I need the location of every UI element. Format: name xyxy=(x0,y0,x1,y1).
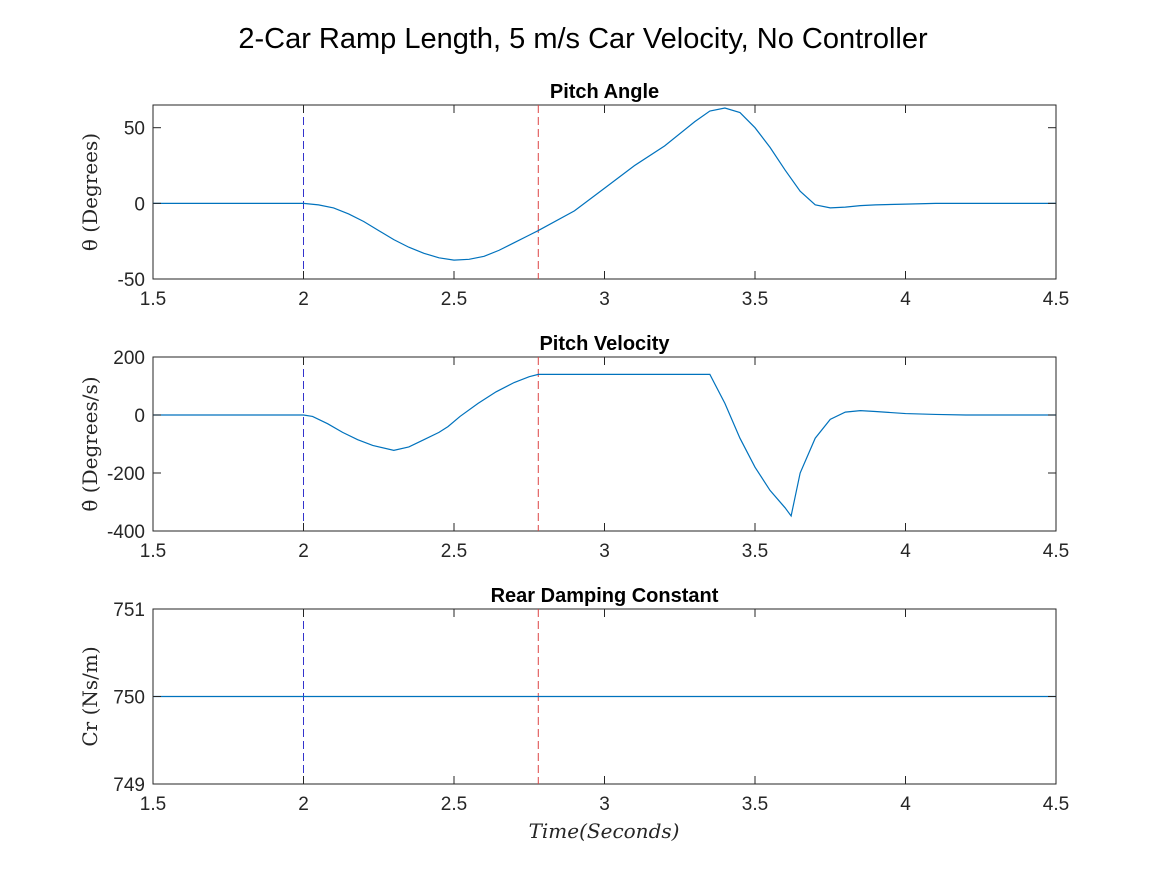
rear-damping-x-tick-label: 2.5 xyxy=(441,794,467,815)
pitch-angle-series-line xyxy=(153,107,1056,261)
pitch-angle-y-tick-label: -50 xyxy=(118,270,145,291)
pitch-angle-x-tick-label: 2 xyxy=(298,289,309,310)
x-axis-label: Time(Seconds) xyxy=(529,819,680,843)
pitch-velocity-x-tick-label: 2.5 xyxy=(441,541,467,562)
pitch-velocity-y-tick-label: 0 xyxy=(134,406,145,427)
pitch-velocity-x-tick-label: 3 xyxy=(599,541,610,562)
rear-damping-x-tick-label: 3.5 xyxy=(742,794,768,815)
pitch-angle-x-tick-label: 4 xyxy=(900,289,911,310)
pitch-velocity-axes: 1.5 2 2.5 3 3.5 4 4.5 -400 -200 0 200 Pitch Velocit… xyxy=(78,333,1069,562)
pitch-velocity-y-tick-label: -200 xyxy=(107,464,145,485)
rear-damping-y-axis-label: Cr (Ns/m) xyxy=(78,646,102,746)
pitch-angle-y-tick-label: 50 xyxy=(124,119,145,140)
rear-damping-axes: 1.5 2 2.5 3 3.5 4 4.5 749 750 751 Rear Damping Con… xyxy=(78,585,1069,815)
pitch-velocity-x-tick-label: 1.5 xyxy=(140,541,166,562)
rear-damping-x-tick-label: 1.5 xyxy=(140,794,166,815)
pitch-angle-y-axis-label: θ (Degrees) xyxy=(78,133,102,251)
pitch-angle-title: Pitch Angle xyxy=(550,81,659,103)
pitch-angle-y-tick-label: 0 xyxy=(134,194,145,215)
pitch-velocity-y-axis-label: θ̇ (Degrees/s) xyxy=(78,376,102,511)
pitch-angle-x-tick-label: 3 xyxy=(599,289,610,310)
rear-damping-y-tick-label: 751 xyxy=(113,600,145,621)
pitch-velocity-series-line xyxy=(153,373,1056,518)
rear-damping-y-tick-label: 749 xyxy=(113,775,145,796)
pitch-velocity-x-tick-label: 3.5 xyxy=(742,541,768,562)
rear-damping-x-tick-label: 2 xyxy=(298,794,309,815)
rear-damping-title: Rear Damping Constant xyxy=(491,585,719,607)
pitch-velocity-x-tick-label: 2 xyxy=(298,541,309,562)
pitch-angle-axes: 1.5 2 2.5 3 3.5 4 4.5 -50 0 50 Pitch Angle θ (Degre… xyxy=(78,81,1069,310)
pitch-velocity-x-tick-label: 4.5 xyxy=(1043,541,1069,562)
pitch-velocity-x-tick-label: 4 xyxy=(900,541,911,562)
pitch-angle-x-tick-label: 2.5 xyxy=(441,289,467,310)
rear-damping-x-tick-label: 3 xyxy=(599,794,610,815)
pitch-angle-x-tick-label: 4.5 xyxy=(1043,289,1069,310)
rear-damping-x-tick-label: 4 xyxy=(900,794,911,815)
figure-suptitle: 2-Car Ramp Length, 5 m/s Car Velocity, N… xyxy=(238,23,928,55)
pitch-velocity-plot-area xyxy=(152,356,1057,532)
pitch-angle-x-tick-label: 3.5 xyxy=(742,289,768,310)
pitch-velocity-y-tick-label: 200 xyxy=(113,348,145,369)
pitch-velocity-y-tick-label: -400 xyxy=(107,522,145,543)
pitch-angle-x-tick-label: 1.5 xyxy=(140,289,166,310)
pitch-velocity-title: Pitch Velocity xyxy=(539,333,670,355)
axes-root: 1.5 2 2.5 3 3.5 4 4.5 -50 0 50 Pitch Angle θ (Degre… xyxy=(78,81,1069,815)
rear-damping-y-tick-label: 750 xyxy=(113,688,145,709)
pitch-angle-plot-area xyxy=(152,104,1057,280)
rear-damping-x-tick-label: 4.5 xyxy=(1043,794,1069,815)
